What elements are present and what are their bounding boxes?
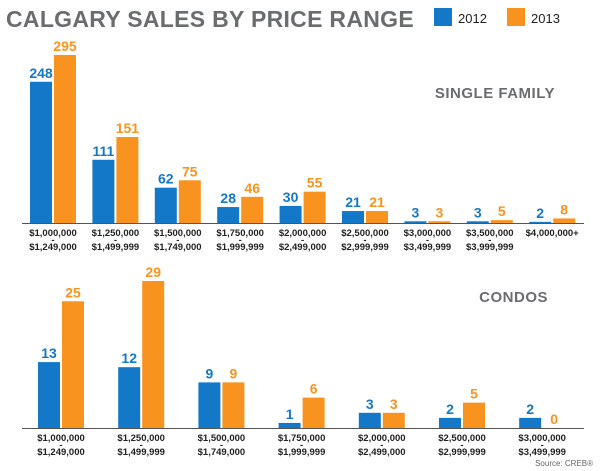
sf-tick-label-1: $1,250,000 -$1,499,999 <box>92 228 140 253</box>
condo-bar-2012-6 <box>519 417 542 428</box>
condo-bar-2012-0 <box>38 362 60 428</box>
sf-value-label-2012-4: 30 <box>283 189 299 205</box>
condo-value-label-2012-1: 12 <box>121 350 137 366</box>
sf-value-label-2013-6: 3 <box>436 204 444 220</box>
sf-value-label-2012-2: 62 <box>158 171 174 187</box>
sf-bar-2013-1 <box>116 137 139 223</box>
condo-bar-2013-2 <box>222 382 245 428</box>
sf-bar-2013-8 <box>553 218 576 223</box>
sf-tick-label-4: $2,000,000 -$2,499,000 <box>279 228 327 253</box>
sf-tick-label-5: $2,500,000 -$2,999,999 <box>341 228 389 253</box>
sf-value-label-2012-5: 21 <box>345 194 361 210</box>
sf-value-label-2013-2: 75 <box>182 163 198 179</box>
sf-bar-2013-6 <box>428 221 451 223</box>
sf-value-label-2013-3: 46 <box>244 180 260 196</box>
condo-bar-2012-3 <box>278 422 301 428</box>
condo-bar-2012-1 <box>118 367 141 428</box>
condo-value-label-2012-4: 3 <box>366 396 374 412</box>
sf-tick-label-3: $1,750,000 -$1,999,999 <box>216 228 264 253</box>
sf-value-label-2013-7: 5 <box>498 203 506 219</box>
condo-bar-2013-3 <box>302 397 325 428</box>
sf-value-label-2012-3: 28 <box>220 190 236 206</box>
condo-value-label-2013-6: 0 <box>550 411 558 427</box>
condo-tick-label-4: $2,000,000 -$2,499,000 <box>358 433 406 458</box>
condo-value-label-2012-0: 13 <box>41 345 57 361</box>
condo-tick-label-6: $3,000,000 -$3,499,999 <box>518 433 566 458</box>
condo-value-label-2012-3: 1 <box>286 406 294 422</box>
condo-bar-2013-4 <box>382 412 405 428</box>
sf-value-label-2012-0: 248 <box>29 65 53 81</box>
sf-tick-label-0: $1,000,000 -$1,249,000 <box>29 228 77 253</box>
sf-bar-2012-0 <box>30 81 52 223</box>
sf-bar-2012-4 <box>279 205 302 223</box>
condo-value-label-2013-3: 6 <box>310 381 318 397</box>
sf-tick-label-8: $4,000,000+ <box>526 228 580 239</box>
single-family-title: SINGLE FAMILY <box>435 85 555 102</box>
sf-tick-label-2: $1,500,000 -$1,749,000 <box>154 228 202 253</box>
sf-bar-2013-4 <box>303 191 326 223</box>
condos-title: CONDOS <box>479 289 548 306</box>
legend-label-2013: 2013 <box>531 11 560 26</box>
condo-bar-2013-5 <box>463 402 485 428</box>
condo-value-label-2013-0: 25 <box>65 284 81 300</box>
condo-tick-label-0: $1,000,000 -$1,249,000 <box>37 433 85 458</box>
condo-value-label-2013-1: 29 <box>145 264 161 280</box>
legend: 2012 2013 <box>434 8 560 26</box>
sf-value-label-2013-4: 55 <box>307 175 323 191</box>
condo-bar-2013-1 <box>142 281 165 428</box>
sf-value-label-2013-8: 8 <box>560 201 568 217</box>
sf-value-label-2013-1: 151 <box>116 120 140 136</box>
condo-tick-label-3: $1,750,000 -$1,999,999 <box>278 433 326 458</box>
condo-tick-label-1: $1,250,000 -$1,499,999 <box>117 433 165 458</box>
condo-value-label-2012-6: 2 <box>526 401 534 417</box>
sf-bar-2012-5 <box>342 211 364 223</box>
sf-bar-2013-7 <box>490 220 513 223</box>
sf-value-label-2012-6: 3 <box>412 204 420 220</box>
sf-value-label-2013-0: 295 <box>53 38 77 54</box>
condo-value-label-2013-4: 3 <box>390 396 398 412</box>
sf-value-label-2012-1: 111 <box>92 143 114 159</box>
condo-value-label-2012-2: 9 <box>206 365 214 381</box>
legend-label-2012: 2012 <box>458 11 487 26</box>
sf-value-label-2013-5: 21 <box>369 194 385 210</box>
source-note: Source: CREB® <box>535 459 593 468</box>
condo-value-label-2013-5: 5 <box>470 386 478 402</box>
sf-bar-2012-8 <box>529 221 552 223</box>
sf-bar-2013-0 <box>54 55 76 223</box>
legend-swatch-2012 <box>434 8 452 26</box>
sf-bar-2013-2 <box>178 180 201 223</box>
condo-value-label-2013-2: 9 <box>230 365 238 381</box>
sf-bar-2012-3 <box>217 207 240 223</box>
chart-title: CALGARY SALES BY PRICE RANGE <box>6 6 414 32</box>
sf-bar-2013-5 <box>366 211 388 223</box>
condo-value-label-2012-5: 2 <box>446 401 454 417</box>
sf-bar-2012-6 <box>404 221 427 223</box>
sf-bar-2013-3 <box>241 196 264 223</box>
legend-swatch-2013 <box>507 8 525 26</box>
sf-tick-label-6: $3,000,000 -$3,499,999 <box>404 228 452 253</box>
condo-bar-2012-5 <box>439 417 461 428</box>
condo-bar-2012-4 <box>358 412 381 428</box>
sf-value-label-2012-8: 2 <box>536 205 544 221</box>
condo-bar-2012-2 <box>198 382 221 428</box>
sf-value-label-2012-7: 3 <box>474 204 482 220</box>
condo-tick-label-5: $2,500,000 -$2,999,999 <box>438 433 486 458</box>
condo-tick-label-2: $1,500,000 -$1,749,000 <box>198 433 246 458</box>
condo-bar-2013-0 <box>62 301 84 428</box>
sf-bar-2012-2 <box>154 187 177 223</box>
sf-tick-label-7: $3,500,000 -$3,999,999 <box>466 228 514 253</box>
sf-bar-2012-7 <box>466 221 489 223</box>
sf-bar-2012-1 <box>92 159 115 223</box>
